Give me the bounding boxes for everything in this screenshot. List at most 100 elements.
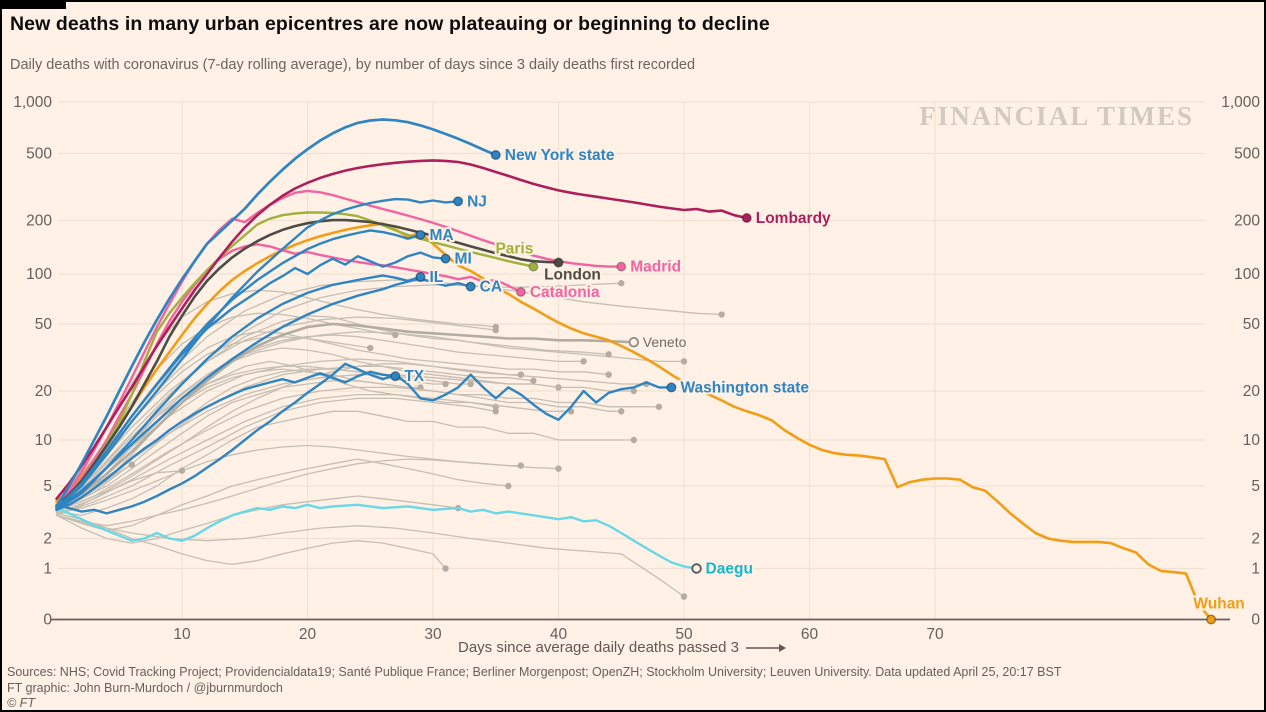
right-arrow-icon — [746, 643, 786, 652]
series-label-veneto: Veneto — [643, 334, 687, 350]
background-series-dot — [517, 371, 525, 378]
series-dot-daegu — [691, 563, 702, 574]
series-label-il: IL — [429, 269, 443, 286]
series-label-daegu: Daegu — [706, 561, 753, 578]
series-dot-madrid — [616, 261, 627, 272]
y-tick-label-right: 200 — [1234, 213, 1260, 230]
series-line-lombardy — [55, 159, 749, 501]
background-series-dot — [392, 331, 399, 339]
background-series-line — [55, 514, 685, 598]
series-line-new-york-state — [55, 118, 498, 508]
background-series-dot — [492, 408, 499, 415]
background-series-line — [55, 495, 459, 544]
series-label-paris: Paris — [495, 241, 533, 258]
background-series-dot — [580, 358, 587, 365]
y-tick-label-left: 2 — [43, 531, 52, 548]
series-dot-washington-state — [666, 382, 677, 393]
background-series-dot — [128, 461, 135, 468]
background-series-dot — [605, 371, 612, 378]
y-tick-label-left: 200 — [26, 213, 52, 230]
background-series-dot — [680, 358, 688, 365]
y-tick-label-left: 50 — [35, 316, 53, 333]
ft-watermark: FINANCIAL TIMES — [919, 101, 1194, 131]
series-label-new-york-state: New York state — [505, 147, 615, 164]
background-series-line — [55, 410, 635, 516]
series-line-ma — [55, 229, 422, 510]
x-tick-label: 50 — [675, 626, 693, 643]
series-label-wuhan: Wuhan — [1193, 596, 1244, 613]
background-series-dot — [505, 482, 512, 490]
y-tick-label-left: 0 — [43, 612, 52, 629]
y-tick-label-left: 5 — [43, 478, 52, 495]
background-series-dot — [680, 593, 688, 600]
background-series-line — [55, 282, 622, 509]
background-series-line — [55, 374, 635, 509]
background-series-dot — [605, 351, 612, 358]
background-series-dot — [618, 280, 625, 287]
x-tick-label: 40 — [550, 626, 568, 643]
series-line-paris — [55, 211, 535, 510]
background-series-dot — [442, 380, 449, 388]
background-series-line — [55, 386, 622, 513]
x-tick-label: 10 — [173, 626, 191, 643]
series-label-ca: CA — [480, 279, 502, 296]
series-dot-wuhan — [1206, 614, 1217, 625]
series-dot-il — [415, 271, 426, 282]
background-series-dot — [367, 344, 374, 352]
background-series-line — [55, 444, 522, 515]
x-axis-label-text: Days since average daily deaths passed 3 — [457, 639, 739, 656]
background-series-dot — [630, 387, 637, 395]
background-series-line — [55, 512, 447, 570]
footer: Sources: NHS; Covid Tracking Project; Pr… — [7, 665, 1062, 710]
background-series-dot — [467, 380, 474, 388]
y-tick-label-left: 10 — [35, 432, 53, 449]
series-line-ca — [55, 277, 472, 510]
y-tick-label-left: 100 — [26, 266, 52, 283]
series-line-il — [55, 274, 422, 511]
background-series-line — [55, 334, 585, 511]
ft-top-tab — [2, 2, 66, 9]
x-axis-label: Days since average daily deaths passed 3 — [2, 639, 1242, 656]
series-label-mi: MI — [455, 251, 472, 268]
background-series-line — [55, 470, 183, 516]
background-series-dot — [492, 323, 499, 331]
x-tick-label: 20 — [299, 626, 317, 643]
background-series-line — [55, 289, 497, 508]
series-line-wuhan — [55, 222, 1213, 621]
series-line-tx — [55, 370, 397, 511]
series-line-washington-state — [55, 362, 673, 515]
footer-sources: Sources: NHS; Covid Tracking Project; Pr… — [7, 665, 1062, 679]
y-tick-label-right: 1,000 — [1221, 94, 1260, 111]
y-tick-label-right: 2 — [1251, 531, 1260, 548]
background-series-line — [55, 393, 572, 515]
series-dot-tx — [390, 371, 401, 382]
x-tick-label: 70 — [926, 626, 944, 643]
y-tick-label-left: 1,000 — [13, 94, 52, 111]
y-tick-label-right: 1 — [1251, 561, 1260, 578]
background-series-dot — [718, 311, 725, 318]
background-series-dot — [530, 377, 537, 384]
series-dot-veneto — [628, 336, 640, 348]
background-series-dot — [442, 565, 449, 572]
background-series-line — [55, 279, 723, 509]
series-dot-nj — [453, 196, 464, 207]
series-dot-mi — [440, 253, 451, 264]
series-dot-lombardy — [741, 212, 752, 223]
series-line-london — [55, 218, 560, 508]
series-label-ma: MA — [429, 227, 453, 244]
series-dot-catalonia — [515, 286, 526, 297]
series-dot-new-york-state — [490, 149, 501, 160]
y-tick-label-right: 0 — [1251, 612, 1260, 629]
series-dot-ca — [465, 281, 476, 292]
y-tick-label-left: 500 — [26, 146, 52, 163]
series-label-catalonia: Catalonia — [530, 284, 600, 301]
x-tick-label: 30 — [424, 626, 442, 643]
y-tick-label-right: 20 — [1243, 383, 1261, 400]
background-series-dot — [178, 467, 186, 474]
series-dot-ma — [415, 229, 426, 240]
background-series-dot — [555, 465, 562, 472]
background-series-line — [55, 365, 535, 513]
footer-copyright: © FT — [7, 696, 35, 710]
